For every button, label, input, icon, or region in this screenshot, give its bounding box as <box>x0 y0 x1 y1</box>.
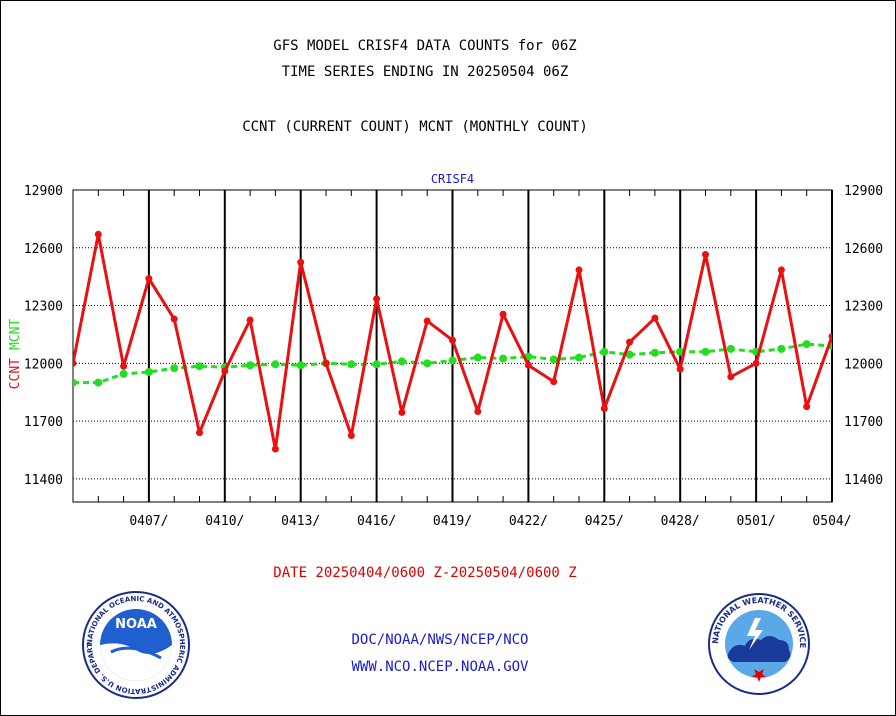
ccnt-point <box>727 373 735 381</box>
x-tick-label: 0428/ <box>661 514 700 529</box>
ccnt-point <box>196 429 203 437</box>
ccnt-point <box>550 378 558 386</box>
y-axis-label-ccnt: CCNT <box>8 358 23 389</box>
ccnt-point <box>524 361 532 369</box>
ccnt-point <box>626 338 634 346</box>
label-layer: 11400 11400 11700 11700 12000 12000 12300 12300… <box>8 172 883 529</box>
noaa-logo-text: NOAA <box>115 617 157 632</box>
ccnt-point <box>94 230 102 238</box>
x-tick-label: 0413/ <box>281 514 320 529</box>
series-ccnt <box>73 230 832 453</box>
mcnt-point <box>701 347 710 356</box>
org-name-label: DOC/NOAA/NWS/NCEP/NCO <box>351 632 529 648</box>
y-tick-label-left: 11700 <box>24 415 63 430</box>
ccnt-point <box>702 251 709 259</box>
chart-title-line2: TIME SERIES ENDING IN 20250504 06Z <box>281 64 569 80</box>
x-tick-label: 0422/ <box>509 514 548 529</box>
y-axis-label-mcnt: MCNT <box>8 319 23 350</box>
ccnt-point <box>145 275 153 283</box>
ccnt-point <box>423 317 431 325</box>
mcnt-point <box>119 369 128 378</box>
ccnt-point <box>676 365 684 373</box>
ccnt-point <box>246 316 254 324</box>
mcnt-point <box>625 350 634 359</box>
org-url-label: WWW.NCO.NCEP.NOAA.GOV <box>351 659 529 675</box>
mcnt-point <box>144 368 153 376</box>
ccnt-point <box>651 314 659 322</box>
mcnt-point <box>600 347 609 356</box>
ccnt-point <box>221 367 229 375</box>
y-axis-label: CCNT MCNT <box>8 319 23 390</box>
ccnt-point <box>828 332 832 340</box>
ccnt-point <box>449 336 456 344</box>
y-tick-label-right: 12900 <box>844 184 883 199</box>
mcnt-point <box>650 348 659 357</box>
mcnt-point <box>271 360 280 369</box>
grid-layer <box>73 189 833 502</box>
x-tick-label: 0504/ <box>812 514 851 529</box>
ccnt-point <box>499 310 507 318</box>
x-tick-label: 0410/ <box>205 514 244 529</box>
mcnt-point <box>73 378 77 387</box>
ccnt-point <box>73 359 77 367</box>
y-tick-label-left: 12900 <box>24 184 63 199</box>
mcnt-point <box>448 356 457 365</box>
noaa-logo: NATIONAL OCEANIC AND ATMOSPHERIC ADMINIS… <box>81 590 190 699</box>
y-tick-label-right: 12300 <box>844 300 883 315</box>
ccnt-point <box>170 315 178 323</box>
x-tick-label: 0501/ <box>737 514 776 529</box>
mcnt-point <box>549 355 558 364</box>
chart-subtitle: CCNT (CURRENT COUNT) MCNT (MONTHLY COUNT… <box>242 119 588 135</box>
ccnt-point <box>347 432 355 440</box>
x-tick-label: 0419/ <box>433 514 472 529</box>
ccnt-point <box>752 359 760 367</box>
mcnt-point <box>777 344 786 353</box>
y-tick-label-right: 11400 <box>844 473 883 488</box>
ccnt-point <box>803 403 811 411</box>
y-tick-label-right: 12000 <box>844 357 883 372</box>
mcnt-point <box>473 353 482 362</box>
y-tick-label-left: 12000 <box>24 357 63 372</box>
mcnt-point <box>423 359 432 368</box>
y-tick-label-left: 11400 <box>24 473 63 488</box>
mcnt-point <box>296 361 305 370</box>
mcnt-point <box>575 353 583 362</box>
x-tick-label: 0407/ <box>129 514 168 529</box>
ccnt-point <box>474 407 482 415</box>
ccnt-point <box>322 359 330 367</box>
y-tick-label-right: 11700 <box>844 415 883 430</box>
mcnt-point <box>94 378 103 387</box>
mcnt-point <box>372 360 381 369</box>
mcnt-point <box>347 360 356 369</box>
ccnt-point <box>600 405 608 413</box>
series-layer <box>73 230 832 453</box>
ccnt-point <box>297 258 305 266</box>
x-tick-label: 0416/ <box>357 514 396 529</box>
mcnt-point <box>802 340 811 349</box>
chart-title-line1: GFS MODEL CRISF4 DATA COUNTS for 06Z <box>273 38 577 54</box>
ccnt-point <box>777 266 785 274</box>
ccnt-point <box>373 295 381 303</box>
y-tick-label-left: 12300 <box>24 300 63 315</box>
mcnt-point <box>499 354 508 363</box>
y-tick-label-right: 12600 <box>844 242 883 257</box>
date-range-label: DATE 20250404/0600 Z-20250504/0600 Z <box>273 565 577 581</box>
mcnt-point <box>397 357 406 366</box>
mcnt-point <box>726 344 735 353</box>
ccnt-point <box>271 445 279 453</box>
mcnt-point <box>246 361 255 370</box>
panel-label: CRISF4 <box>431 172 474 186</box>
mcnt-point <box>170 364 179 373</box>
ccnt-point <box>575 266 583 274</box>
x-tick-label: 0425/ <box>585 514 624 529</box>
mcnt-point <box>195 362 204 371</box>
y-tick-label-left: 12600 <box>24 242 63 257</box>
ccnt-point <box>120 362 128 370</box>
nws-logo: NATIONAL WEATHER SERVICE <box>708 593 810 695</box>
ccnt-point <box>398 408 406 416</box>
